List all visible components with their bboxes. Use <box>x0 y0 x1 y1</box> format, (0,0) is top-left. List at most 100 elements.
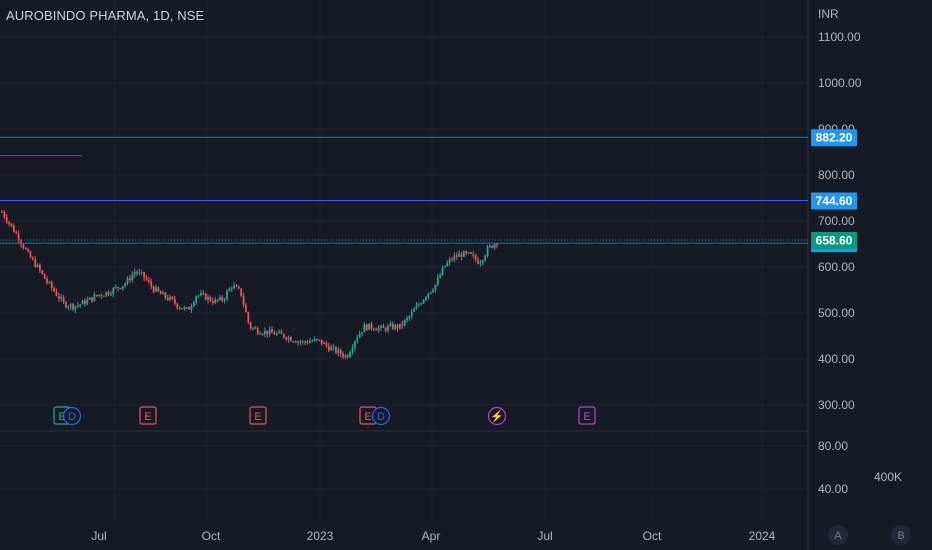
candle-body <box>455 255 458 257</box>
candle-body <box>192 302 195 307</box>
event-label: E <box>58 411 65 423</box>
corner-button-label: A <box>834 530 842 542</box>
time-tick-label: Oct <box>202 529 221 543</box>
corner-button-b[interactable] <box>891 525 911 545</box>
dividend-event-icon[interactable] <box>62 406 82 426</box>
candle-body <box>3 211 6 218</box>
candle-body <box>387 325 389 331</box>
candle-body <box>245 304 247 313</box>
candle-body <box>79 304 82 306</box>
event-label: E <box>144 411 151 423</box>
candle-body <box>337 349 340 353</box>
candle-body <box>261 334 264 336</box>
price-tick-label: 1000.00 <box>818 76 862 90</box>
candle-body <box>413 309 416 312</box>
chart-title[interactable]: AUROBINDO PHARMA, 1D, NSE <box>6 8 205 23</box>
candle-body <box>119 288 122 290</box>
candle-body <box>240 288 243 297</box>
earnings-event-icon[interactable] <box>249 406 267 425</box>
candle-body <box>38 264 41 271</box>
candle-body <box>211 301 214 303</box>
candle-body <box>124 283 127 286</box>
candle-body <box>344 355 347 357</box>
candle-body <box>453 255 456 260</box>
candle-body <box>439 274 442 278</box>
corner-button-label: B <box>897 530 904 542</box>
candle-body <box>91 297 93 302</box>
candle-body <box>443 266 446 268</box>
candle-body <box>427 293 430 298</box>
candle-body <box>228 288 231 292</box>
candle-body <box>287 337 290 340</box>
candle-body <box>10 223 13 226</box>
candle-body <box>200 293 202 296</box>
candle-body <box>57 295 60 299</box>
candle-body <box>339 349 342 355</box>
candle-body <box>282 333 285 338</box>
candle-body <box>486 247 489 256</box>
candle-body <box>403 320 406 326</box>
level-price-badge-bg <box>811 192 857 210</box>
candle-body <box>417 304 420 306</box>
candle-body <box>214 299 217 303</box>
candle-body <box>472 253 475 256</box>
candle-body <box>55 291 58 296</box>
candle-body <box>316 339 318 341</box>
earnings-event-icon[interactable] <box>139 406 157 425</box>
candle-body <box>408 316 411 318</box>
candle-body <box>53 288 56 292</box>
candle-body <box>5 217 8 222</box>
candle-body <box>162 292 164 295</box>
candle-body <box>304 341 307 343</box>
split-event-icon[interactable] <box>487 406 507 426</box>
volume-tick-label: 40.00 <box>818 482 848 496</box>
price-axis: INR1100.001000.00900.00800.00700.00600.0… <box>818 7 902 496</box>
candle-body <box>422 299 425 304</box>
candle-body <box>27 249 29 252</box>
candle-body <box>136 271 138 274</box>
candle-body <box>185 307 188 309</box>
candle-body <box>406 317 408 321</box>
level-price-badge-bg <box>811 129 857 147</box>
candle-body <box>448 259 451 263</box>
candle-body <box>474 255 477 260</box>
corner-button-a[interactable] <box>828 525 848 545</box>
candle-body <box>410 311 413 317</box>
dividend-event-icon[interactable] <box>371 406 391 426</box>
candle-body <box>346 355 349 358</box>
candle-body <box>176 303 179 308</box>
candle-body <box>254 327 257 329</box>
candle-body <box>147 279 150 282</box>
volume-scale-label: 400K <box>874 470 902 484</box>
price-tick-label: 300.00 <box>818 398 855 412</box>
candle-body <box>69 304 72 307</box>
earnings-event-icon[interactable] <box>578 406 596 425</box>
candle-body <box>46 278 48 283</box>
candle-body <box>425 297 427 300</box>
candle-body <box>477 259 479 265</box>
horizontal-levels <box>0 136 808 244</box>
candle-body <box>145 277 148 280</box>
candle-body <box>20 240 22 245</box>
event-label: E <box>364 411 371 423</box>
price-tick-label: 1100.00 <box>818 30 861 44</box>
candle-body <box>372 328 375 330</box>
candle-body <box>1 211 3 213</box>
candle-body <box>12 225 15 232</box>
candle-body <box>382 325 385 328</box>
candle-body <box>273 332 276 335</box>
candle-body <box>22 244 25 249</box>
candle-body <box>335 346 337 353</box>
candle-body <box>263 330 266 335</box>
candle-body <box>493 244 496 248</box>
candle-body <box>83 300 86 305</box>
candle-body <box>50 281 53 289</box>
candle-body <box>150 281 153 287</box>
candle-body <box>465 251 468 253</box>
candle-body <box>114 286 117 289</box>
candle-body <box>436 277 439 285</box>
last-price-badge: 658.60 <box>816 234 853 248</box>
candle-body <box>43 273 46 279</box>
level-price-badge: 744.60 <box>816 194 853 208</box>
